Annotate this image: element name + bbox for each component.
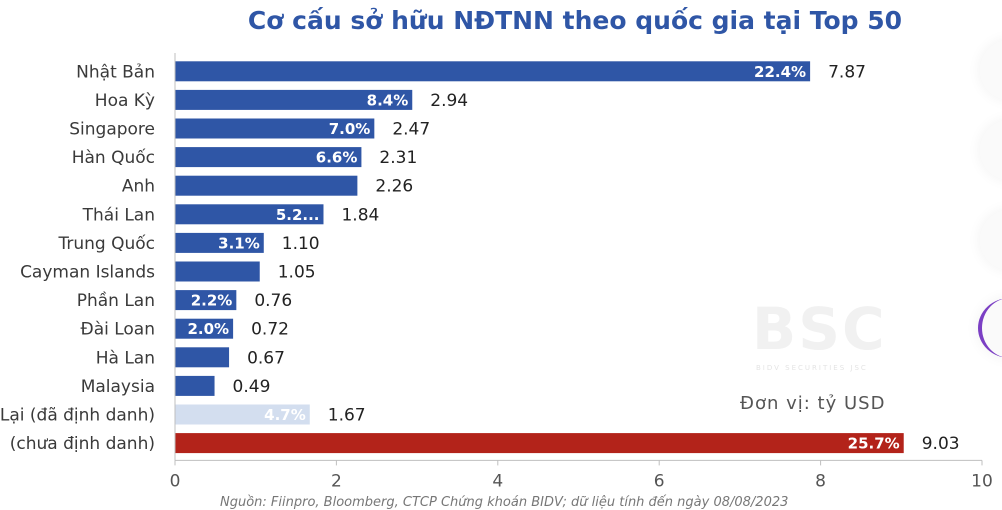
pct-label-row-0: 22.4% [754, 63, 806, 81]
category-label-row-2: Singapore [69, 120, 155, 140]
x-tick-label-4: 8 [815, 471, 826, 491]
side-circle-1 [980, 40, 1002, 100]
value-label-row-13: 9.03 [922, 434, 960, 454]
bar-row-10 [175, 347, 230, 368]
category-label-row-3: Hàn Quốc [72, 147, 155, 168]
side-circle-3 [980, 210, 1002, 270]
pct-label-row-1: 8.4% [367, 91, 409, 109]
category-label-row-13: (chưa định danh) [10, 434, 155, 454]
x-tick-label-1: 2 [331, 471, 342, 491]
bar-row-11 [175, 375, 215, 396]
value-label-row-9: 0.72 [251, 320, 289, 340]
pct-label-row-6: 3.1% [218, 234, 260, 252]
value-label-row-4: 2.26 [375, 177, 413, 197]
pct-label-row-12: 4.7% [264, 406, 306, 424]
pct-label-row-2: 7.0% [329, 120, 371, 138]
x-tick-label-0: 0 [170, 471, 181, 491]
category-label-row-11: Malaysia [81, 377, 155, 397]
category-label-row-7: Cayman Islands [20, 263, 155, 283]
watermark-subtext: BIDV SECURITIES JSC [756, 364, 868, 372]
bar-row-2 [175, 118, 375, 139]
value-label-row-1: 2.94 [430, 91, 468, 111]
bar-row-13 [175, 433, 904, 454]
value-label-row-3: 2.31 [379, 148, 417, 168]
x-axis: 0 2 4 6 8 10 [170, 53, 993, 491]
category-label-row-6: Trung Quốc [57, 233, 155, 254]
x-tick-label-3: 6 [654, 471, 665, 491]
value-label-row-5: 1.84 [341, 205, 379, 225]
category-label-row-8: Phần Lan [77, 290, 155, 311]
chart-title: Cơ cấu sở hữu NĐTNN theo quốc gia tại To… [247, 6, 903, 35]
x-tick-label-2: 4 [492, 471, 503, 491]
watermark-logo: BSC [752, 295, 887, 363]
value-label-row-7: 1.05 [278, 263, 316, 283]
category-label-row-12: Lại (đã định danh) [0, 406, 155, 426]
bar-row-3 [175, 147, 362, 168]
bars-layer: Nhật Bản 7.87 22.4% Hoa Kỳ 2.94 8.4% Singapore… [0, 61, 960, 454]
bar-row-9 [175, 318, 234, 339]
source-note: Nguồn: Fiinpro, Bloomberg, CTCP Chứng kh… [220, 495, 789, 510]
category-label-row-10: Hà Lan [96, 348, 155, 368]
category-label-row-9: Đài Loan [81, 320, 155, 340]
bar-row-0 [175, 61, 811, 82]
bar-row-5 [175, 204, 324, 225]
pct-label-row-13: 25.7% [848, 435, 900, 453]
pct-label-row-3: 6.6% [316, 149, 358, 167]
value-label-row-12: 1.67 [328, 406, 366, 426]
value-label-row-2: 2.47 [392, 120, 430, 140]
value-label-row-11: 0.49 [233, 377, 271, 397]
category-label-row-1: Hoa Kỳ [95, 91, 155, 111]
category-label-row-4: Anh [122, 177, 155, 197]
bar-row-4 [175, 175, 358, 196]
value-label-row-10: 0.67 [247, 348, 285, 368]
pct-label-row-8: 2.2% [191, 292, 233, 310]
bar-row-12 [175, 404, 310, 425]
value-label-row-6: 1.10 [282, 234, 320, 254]
pct-label-row-9: 2.0% [187, 320, 229, 338]
unit-note: Đơn vị: tỷ USD [740, 393, 886, 414]
category-label-row-5: Thái Lan [82, 205, 155, 225]
value-label-row-0: 7.87 [828, 62, 866, 82]
bar-row-1 [175, 89, 413, 110]
x-tick-label-5: 10 [971, 471, 993, 491]
pct-label-row-5: 5.2... [276, 206, 320, 224]
category-label-row-0: Nhật Bản [76, 62, 155, 82]
bar-row-6 [175, 232, 264, 253]
side-circle-2 [980, 120, 1002, 180]
value-label-row-8: 0.76 [254, 291, 292, 311]
bar-row-8 [175, 290, 237, 311]
bar-row-7 [175, 261, 260, 282]
